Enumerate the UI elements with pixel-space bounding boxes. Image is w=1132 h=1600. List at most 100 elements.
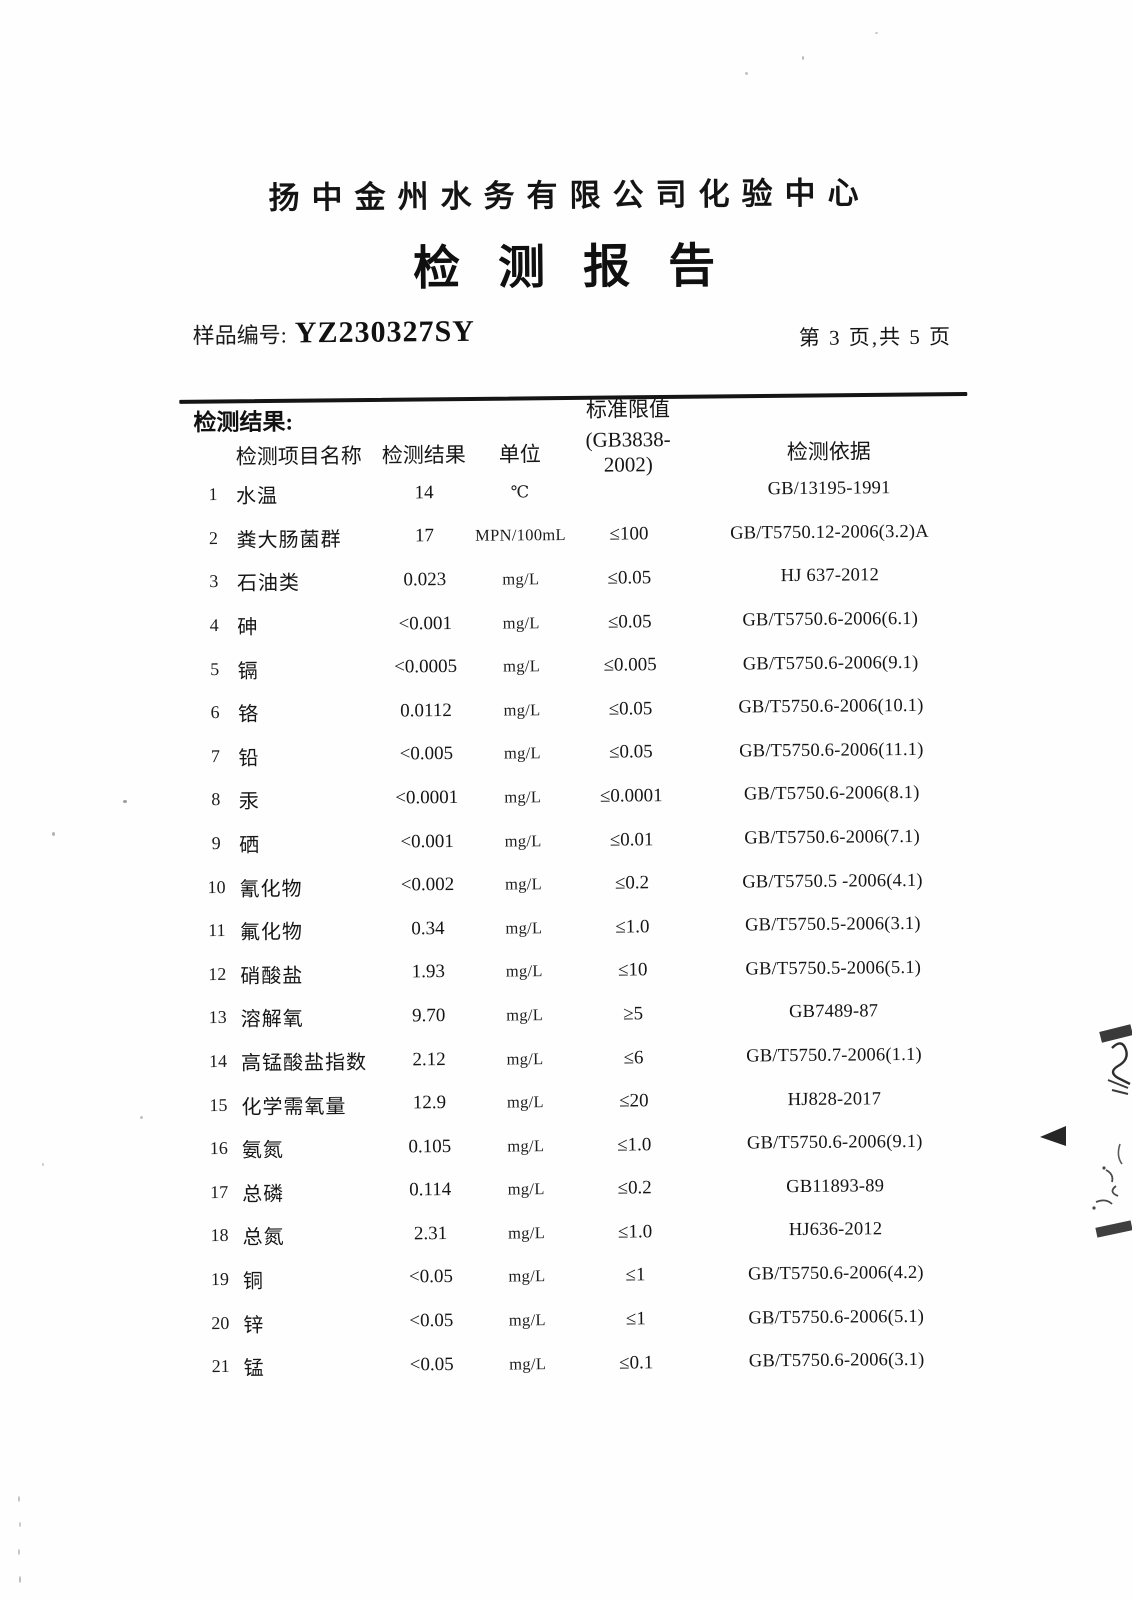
- limit-value: ≤6: [623, 1046, 644, 1069]
- item-name: 氨氮: [241, 1139, 284, 1163]
- unit-value: mg/L: [507, 1179, 545, 1199]
- row-number: 21: [211, 1356, 230, 1377]
- item-name: 粪大肠菌群: [236, 528, 342, 552]
- limit-value: ≤0.01: [609, 828, 654, 851]
- basis-value: HJ 637-2012: [780, 565, 880, 587]
- table-row: 5 镉 <0.0005 mg/L ≤0.005 GB/T5750.6-2006(…: [193, 641, 968, 691]
- table-row: 21 锰 <0.05 mg/L ≤0.1 GB/T5750.6-2006(3.1…: [200, 1338, 975, 1388]
- result-value: 0.114: [409, 1179, 452, 1201]
- row-number: 4: [209, 615, 219, 636]
- row-number: 13: [208, 1007, 227, 1028]
- sample-number-value: YZ230327SY: [294, 314, 475, 350]
- item-name: 铜: [242, 1270, 265, 1293]
- unit-value: mg/L: [508, 1223, 546, 1243]
- unit-value: mg/L: [505, 917, 543, 938]
- row-number: 14: [208, 1050, 228, 1072]
- result-value: 1.93: [411, 961, 446, 983]
- basis-value: GB/T5750.6-2006(9.1): [746, 1132, 923, 1154]
- unit-value: mg/L: [504, 830, 542, 851]
- result-value: 17: [414, 525, 435, 547]
- result-value: 14: [414, 481, 434, 504]
- table-row: 19 铜 <0.05 mg/L ≤1 GB/T5750.6-2006(4.2): [199, 1251, 974, 1301]
- basis-value: HJ636-2012: [788, 1219, 883, 1241]
- scan-speck: [875, 32, 878, 34]
- result-value: <0.002: [400, 874, 455, 896]
- item-name: 砷: [237, 616, 259, 639]
- row-number: 9: [211, 833, 221, 854]
- basis-value: GB/T5750.6-2006(9.1): [742, 652, 919, 675]
- row-number: 6: [210, 702, 220, 723]
- unit-value: mg/L: [506, 1092, 544, 1112]
- result-value: <0.05: [409, 1353, 454, 1376]
- item-name: 锰: [243, 1357, 265, 1381]
- unit-value: mg/L: [503, 699, 541, 720]
- table-row: 7 铅 <0.005 mg/L ≤0.05 GB/T5750.6-2006(11…: [194, 728, 969, 778]
- row-number: 18: [210, 1225, 229, 1246]
- result-value: <0.05: [408, 1266, 454, 1288]
- basis-value: GB/T5750.6-2006(7.1): [744, 826, 921, 849]
- limit-value: ≤100: [609, 523, 649, 546]
- scan-speck: [18, 1549, 20, 1555]
- limit-value: ≤1.0: [617, 1133, 652, 1156]
- limit-value: ≤0.05: [607, 567, 652, 589]
- results-table-header: 检测项目名称 检测结果 单位 (GB3838-2002) 检测依据: [192, 425, 967, 477]
- row-number: 17: [210, 1181, 229, 1202]
- item-name: 汞: [238, 791, 260, 814]
- unit-value: mg/L: [509, 1353, 547, 1374]
- basis-value: GB/T5750.6-2006(11.1): [739, 739, 924, 762]
- unit-value: mg/L: [503, 743, 541, 763]
- table-row: 11 氟化物 0.34 mg/L ≤1.0 GB/T5750.5-2006(3.…: [196, 902, 971, 952]
- scan-speck: [745, 72, 748, 75]
- scan-speck: [19, 1576, 21, 1583]
- sample-number-line: 样品编号: YZ230327SY: [193, 315, 475, 351]
- item-name: 总磷: [242, 1183, 285, 1206]
- row-number: 3: [209, 571, 219, 592]
- item-name: 氰化物: [239, 877, 303, 901]
- table-row: 18 总氮 2.31 mg/L ≤1.0 HJ636-2012: [198, 1208, 973, 1258]
- unit-value: mg/L: [508, 1310, 546, 1330]
- sample-number-label: 样品编号:: [192, 322, 287, 349]
- result-value: 0.105: [408, 1135, 452, 1158]
- unit-value: MPN/100mL: [475, 525, 566, 546]
- unit-value: mg/L: [507, 1135, 545, 1156]
- limit-value: ≤0.1: [619, 1351, 654, 1374]
- item-name: 化学需氧量: [241, 1095, 347, 1119]
- row-number: 16: [209, 1138, 228, 1159]
- basis-value: GB/T5750.12-2006(3.2)A: [730, 521, 929, 544]
- scan-speck: [140, 1116, 143, 1119]
- row-number: 15: [209, 1094, 228, 1115]
- scan-speck: [52, 832, 55, 836]
- row-number: 20: [211, 1312, 230, 1333]
- table-row: 20 锌 <0.05 mg/L ≤1 GB/T5750.6-2006(5.1): [199, 1295, 974, 1345]
- table-row: 17 总磷 0.114 mg/L ≤0.2 GB11893-89: [198, 1164, 973, 1214]
- scan-speck: [18, 1496, 20, 1502]
- basis-value: GB/T5750.6-2006(6.1): [742, 609, 919, 631]
- item-name: 总氮: [242, 1226, 285, 1250]
- scan-speck: [770, 1322, 773, 1325]
- limit-value: ≤20: [619, 1090, 649, 1112]
- item-name: 高锰酸盐指数: [240, 1051, 368, 1075]
- column-header-result: 检测结果: [381, 442, 466, 468]
- basis-value: GB11893-89: [786, 1176, 885, 1197]
- basis-value: GB/13195-1991: [767, 478, 891, 500]
- table-row: 10 氰化物 <0.002 mg/L ≤0.2 GB/T5750.5 -2006…: [195, 859, 970, 909]
- org-name: 扬中金州水务有限公司化验中心: [268, 175, 871, 216]
- result-value: <0.0005: [394, 656, 458, 678]
- unit-value: mg/L: [502, 612, 540, 633]
- limit-value: [566, 491, 691, 492]
- basis-value: GB/T5750.6-2006(10.1): [738, 696, 924, 718]
- result-value: <0.001: [398, 612, 453, 635]
- basis-value: GB/T5750.6-2006(4.2): [748, 1262, 924, 1285]
- table-row: 14 高锰酸盐指数 2.12 mg/L ≤6 GB/T5750.7-2006(1…: [197, 1033, 972, 1083]
- scan-speck: [802, 56, 804, 60]
- scan-speck: [42, 1163, 44, 1166]
- column-header-unit: 单位: [498, 442, 541, 467]
- basis-value: GB/T5750.5-2006(5.1): [745, 957, 922, 980]
- basis-value: GB/T5750.5 -2006(4.1): [742, 870, 923, 893]
- results-table-body: 1 水温 14 ℃ GB/13195-1991 2 粪大肠菌群 17 MPN/1…: [192, 467, 975, 1389]
- row-number: 19: [210, 1268, 230, 1290]
- result-value: 9.70: [411, 1004, 446, 1027]
- item-name: 石油类: [236, 572, 300, 596]
- unit-value: mg/L: [504, 787, 542, 807]
- row-number: 10: [207, 876, 226, 897]
